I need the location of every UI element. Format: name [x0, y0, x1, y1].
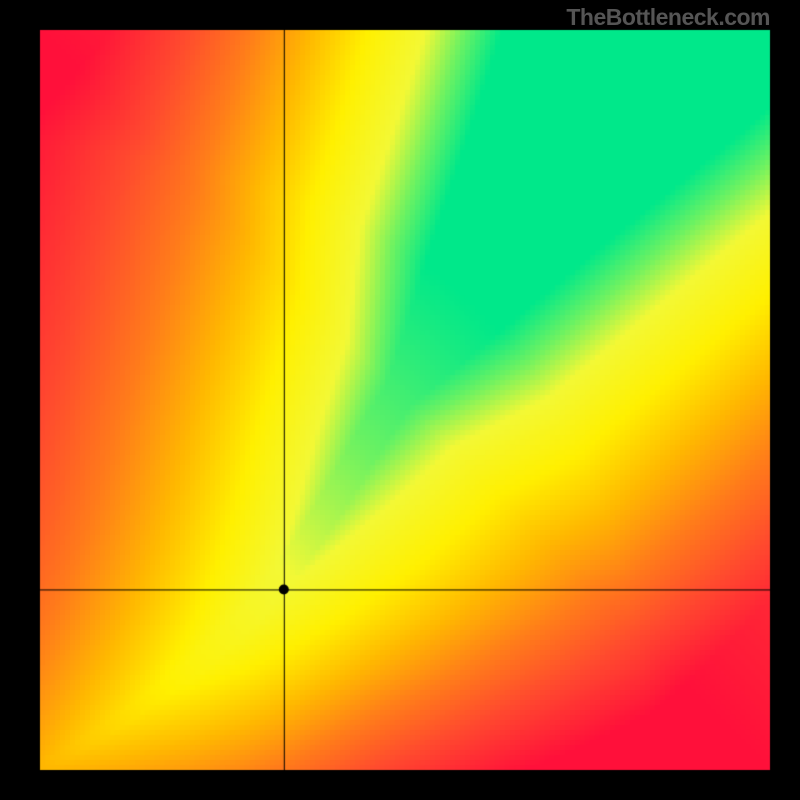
watermark-text: TheBottleneck.com	[566, 4, 770, 31]
bottleneck-heatmap	[0, 0, 800, 800]
chart-container: TheBottleneck.com	[0, 0, 800, 800]
